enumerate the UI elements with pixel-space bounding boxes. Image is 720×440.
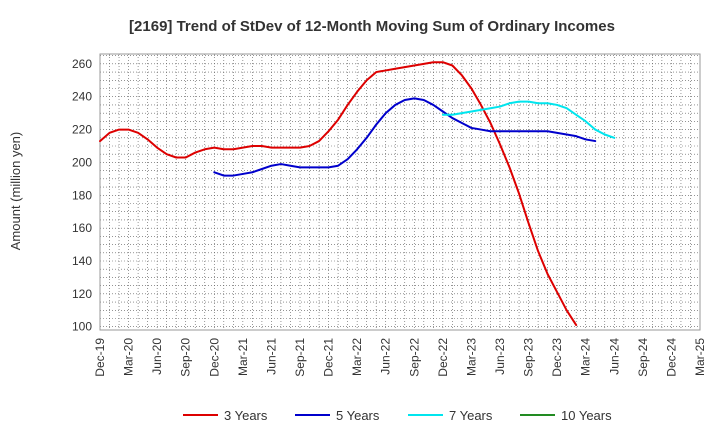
legend-label: 3 Years — [224, 408, 268, 423]
x-tick-label: Mar-21 — [236, 338, 250, 376]
y-tick-label: 240 — [72, 90, 92, 104]
x-tick-label: Sep-21 — [293, 338, 307, 377]
legend-label: 5 Years — [336, 408, 380, 423]
y-tick-label: 100 — [72, 320, 92, 334]
legend-label: 10 Years — [561, 408, 612, 423]
x-tick-label: Sep-23 — [522, 338, 536, 377]
y-tick-label: 120 — [72, 287, 92, 301]
y-ticks: 100 120 140 160 180 200 220 240 260 — [72, 57, 92, 334]
grid — [99, 54, 701, 330]
x-tick-label: Mar-23 — [464, 338, 478, 376]
x-tick-label: Mar-22 — [350, 338, 364, 376]
series-line-3-years — [99, 61, 578, 327]
x-tick-label: Jun-23 — [493, 338, 507, 375]
series-line-7-years — [441, 100, 616, 139]
x-tick-label: Jun-22 — [379, 338, 393, 375]
x-tick-label: Sep-20 — [179, 338, 193, 377]
y-tick-label: 200 — [72, 155, 92, 169]
x-tick-label: Dec-20 — [207, 338, 221, 377]
x-tick-label: Sep-22 — [407, 338, 421, 377]
y-tick-label: 220 — [72, 123, 92, 137]
legend-label: 7 Years — [449, 408, 493, 423]
y-tick-label: 180 — [72, 188, 92, 202]
x-tick-label: Jun-24 — [607, 338, 621, 375]
x-tick-label: Dec-24 — [664, 338, 678, 377]
legend: 3 Years 5 Years 7 Years 10 Years — [183, 408, 612, 423]
x-tick-label: Dec-23 — [550, 338, 564, 377]
chart-title: [2169] Trend of StDev of 12-Month Moving… — [129, 18, 615, 35]
x-tick-label: Sep-24 — [636, 338, 650, 377]
x-tick-label: Dec-22 — [436, 338, 450, 377]
x-tick-label: Mar-25 — [693, 338, 707, 376]
x-tick-label: Mar-24 — [579, 338, 593, 376]
x-tick-label: Jun-20 — [150, 338, 164, 375]
series-lines — [99, 61, 616, 327]
x-tick-label: Mar-20 — [122, 338, 136, 376]
series-line-5-years — [213, 97, 597, 177]
x-tick-label: Jun-21 — [264, 338, 278, 375]
x-tick-label: Dec-21 — [322, 338, 336, 377]
y-axis-label: Amount (million yen) — [8, 132, 23, 251]
plot-frame — [99, 53, 701, 331]
y-tick-label: 140 — [72, 254, 92, 268]
y-tick-label: 160 — [72, 221, 92, 235]
y-tick-label: 260 — [72, 57, 92, 71]
x-tick-label: Dec-19 — [93, 338, 107, 377]
x-ticks: Dec-19 Mar-20 Jun-20 Sep-20 Dec-20 Mar-21 Jun-… — [93, 338, 707, 377]
